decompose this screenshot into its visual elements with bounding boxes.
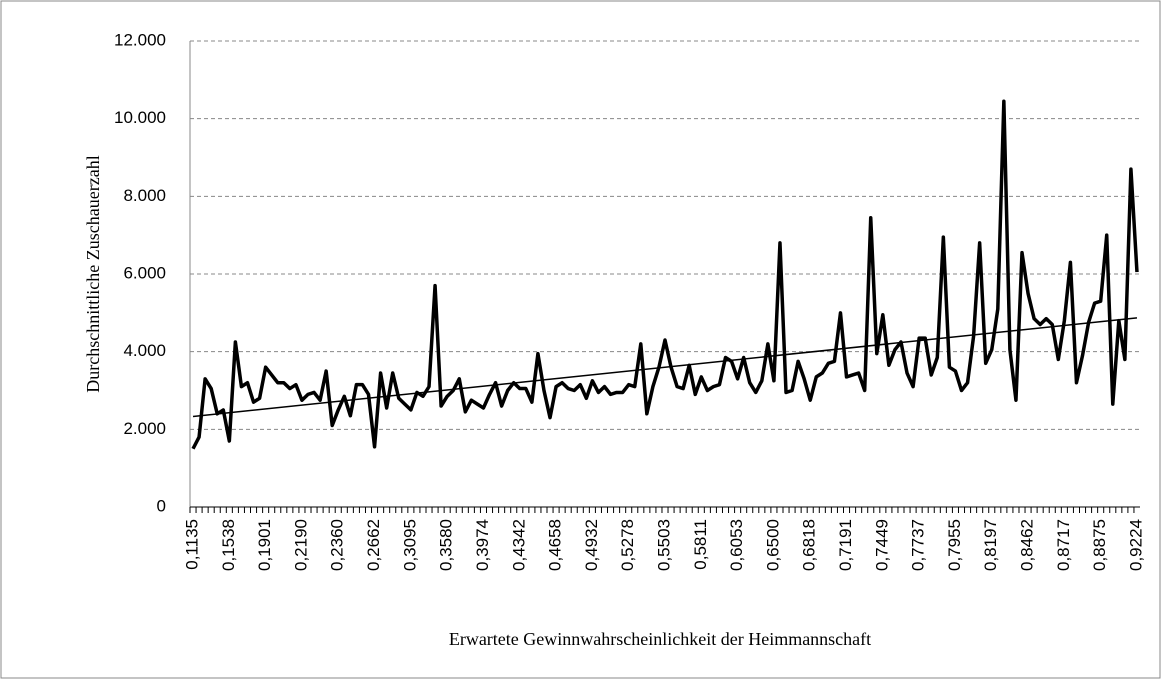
x-tick-label: 0,8717 [1054,519,1073,571]
x-tick-label: 0,8197 [981,519,1000,571]
x-tick-label: 0,8875 [1090,519,1109,571]
x-tick-label: 0,7955 [945,519,964,571]
x-tick-label: 0,3095 [400,519,419,571]
x-tick-label: 0,5503 [654,519,673,571]
x-tick-label: 0,2360 [328,519,347,571]
x-tick-label: 0,8462 [1018,519,1037,571]
y-tick-label: 0 [157,496,166,515]
x-tick-label: 0,2190 [291,519,310,571]
x-tick-label: 0,1901 [255,519,274,571]
trend-line [192,317,1138,418]
y-tick-label: 6.000 [123,263,166,282]
x-tick-label: 0,4932 [582,519,601,571]
x-tick-label: 0,5811 [691,519,710,570]
y-axis-title: Durchschnittliche Zuschauerzahl [83,155,103,392]
x-tick-label: 0,9224 [1126,519,1145,571]
y-tick-label: 12.000 [114,30,166,49]
x-tick-label: 0,7449 [872,519,891,571]
x-axis-title: Erwartete Gewinnwahrscheinlichkeit der H… [449,629,871,649]
x-tick-label: 0,1135 [183,519,202,570]
y-tick-label: 4.000 [123,341,166,360]
x-tick-label: 0,6053 [727,519,746,571]
y-tick-label: 2.000 [123,419,166,438]
x-tick-label: 0,3974 [473,519,492,571]
data-line [191,99,1139,450]
x-tick-label: 0,6818 [800,519,819,571]
x-tick-label: 0,4658 [546,519,565,571]
x-tick-label: 0,7191 [836,519,855,571]
y-tick-label: 8.000 [123,186,166,205]
x-tick-label: 0,5278 [618,519,637,571]
y-tick-label: 10.000 [114,108,166,127]
x-tick-label: 0,2662 [364,519,383,571]
x-tick-label: 0,4342 [509,519,528,571]
x-tick-label: 0,6500 [763,519,782,571]
x-tick-label: 0,7737 [909,519,928,571]
x-tick-label: 0,3580 [437,519,456,571]
x-tick-label: 0,1538 [219,519,238,571]
